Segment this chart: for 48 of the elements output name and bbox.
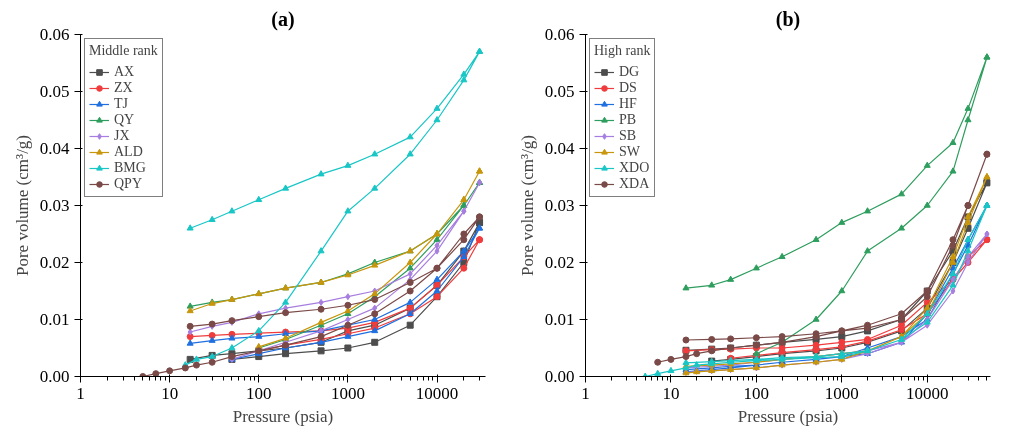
legend-label: SW	[619, 144, 640, 160]
y-tick-label: 0.02	[544, 253, 575, 272]
x-tick-label: 1	[581, 383, 590, 403]
y-tick-label: 0.04	[39, 139, 70, 158]
y-tick-label: 0.01	[544, 310, 575, 329]
legend-label: ALD	[114, 144, 143, 160]
legend-label: HF	[619, 96, 638, 112]
x-tick-label: 1	[76, 383, 85, 403]
y-tick-label: 0.00	[544, 367, 575, 386]
legend-label: BMG	[114, 160, 146, 176]
x-tick-label: 1000	[824, 383, 859, 403]
x-tick-label: 100	[743, 383, 770, 403]
x-tick-label: 1000	[330, 383, 365, 403]
y-tick-label: 0.06	[544, 25, 575, 44]
legend-title: Middle rank	[89, 43, 158, 59]
y-tick-label: 0.04	[544, 139, 575, 158]
legend-title: High rank	[594, 43, 651, 59]
legend-label: TJ	[114, 96, 129, 112]
y-axis-title: Pore volume (cm³/g)	[517, 134, 537, 277]
legend-label: SB	[619, 128, 638, 144]
y-tick-label: 0.05	[39, 82, 70, 101]
legend-label: ZX	[114, 80, 134, 96]
chart-title: (b)	[775, 7, 801, 31]
legend-label: XDA	[619, 176, 650, 192]
y-tick-label: 0.06	[39, 25, 70, 44]
x-axis-title: Pressure (psia)	[232, 406, 334, 426]
y-tick-label: 0.02	[39, 253, 70, 272]
x-tick-label: 10	[662, 383, 680, 403]
legend-label: DS	[619, 80, 638, 96]
y-tick-label: 0.00	[39, 367, 70, 386]
legend-label: QPY	[114, 176, 143, 192]
x-axis-title: Pressure (psia)	[737, 406, 839, 426]
x-tick-label: 10	[161, 383, 179, 403]
y-axis-title: Pore volume (cm³/g)	[12, 134, 32, 277]
legend-label: XDO	[619, 160, 650, 176]
legend-label: JX	[114, 128, 131, 144]
y-tick-label: 0.03	[39, 196, 70, 215]
y-tick-label: 0.05	[544, 82, 575, 101]
chart-title: (a)	[271, 7, 295, 31]
x-tick-label: 10000	[906, 383, 949, 403]
y-tick-label: 0.03	[544, 196, 575, 215]
legend-label: PB	[619, 112, 638, 128]
x-tick-label: 100	[246, 383, 272, 403]
legend-label: AX	[114, 64, 135, 80]
legend-label: QY	[114, 112, 135, 128]
x-tick-label: 10000	[415, 383, 459, 403]
legend-label: DG	[619, 64, 640, 80]
y-tick-label: 0.01	[39, 310, 70, 329]
